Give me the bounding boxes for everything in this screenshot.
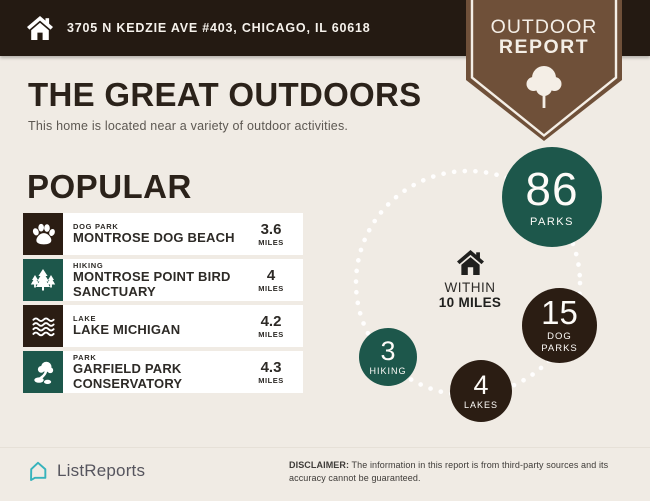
dog-parks-label: DOG PARKS [541, 330, 578, 354]
within-text: WITHIN [444, 280, 496, 295]
badge-line1: OUTDOOR [491, 16, 598, 38]
hiking-count: 3 [380, 336, 396, 366]
list-item-park[interactable]: PARK GARFIELD PARK CONSERVATORY 4.3 MILE… [23, 351, 303, 393]
property-address: 3705 N KEDZIE AVE #403, CHICAGO, IL 6061… [67, 21, 371, 35]
listreports-house-icon [30, 461, 47, 481]
badge-line2: REPORT [499, 36, 589, 58]
popular-list: DOG PARK MONTROSE DOG BEACH 3.6 MILES [23, 213, 303, 393]
disclaimer-text: DISCLAIMER: The information in this repo… [289, 460, 609, 483]
lakes-label: LAKES [463, 400, 499, 410]
item-name: MONTROSE POINT BIRD SANCTUARY [73, 268, 231, 299]
list-item-lake[interactable]: LAKE LAKE MICHIGAN 4.2 MILES [23, 305, 303, 347]
footer-divider [0, 447, 650, 448]
stat-circle-dog-parks: 15 DOG PARKS [522, 288, 597, 363]
item-unit: MILES [258, 237, 284, 247]
brand-name: ListReports [57, 460, 146, 480]
item-unit: MILES [258, 329, 284, 339]
list-item-dog-park[interactable]: DOG PARK MONTROSE DOG BEACH 3.6 MILES [23, 213, 303, 255]
hiking-label: HIKING [369, 366, 407, 376]
home-icon [27, 16, 53, 40]
tree-icon [526, 66, 562, 108]
waves-icon [23, 305, 63, 347]
park-tree-icon [23, 351, 63, 393]
paw-icon [23, 213, 63, 255]
disclaimer-label: DISCLAIMER: [289, 460, 350, 470]
radius-text: 10 MILES [438, 295, 502, 310]
list-item-hiking[interactable]: HIKING MONTROSE POINT BIRD SANCTUARY 4 M… [23, 259, 303, 301]
stat-circle-hiking: 3 HIKING [359, 328, 417, 386]
item-distance: 4 [266, 266, 276, 284]
page-subtitle: This home is located near a variety of o… [28, 119, 349, 133]
listreports-logo[interactable]: ListReports [27, 459, 145, 482]
dog-parks-count: 15 [541, 293, 578, 331]
item-category: HIKING [73, 260, 104, 270]
item-unit: MILES [258, 375, 284, 385]
page-title: THE GREAT OUTDOORS [28, 76, 422, 113]
within-radius-label: WITHIN 10 MILES [420, 250, 520, 310]
item-name: MONTROSE DOG BEACH [73, 230, 235, 246]
pine-trees-icon [23, 259, 63, 301]
parks-count: 86 [525, 163, 579, 215]
item-unit: MILES [258, 283, 284, 293]
item-name: LAKE MICHIGAN [73, 322, 181, 338]
item-category: LAKE [73, 314, 97, 324]
item-category: PARK [73, 352, 97, 362]
stat-circle-lakes: 4 LAKES [450, 360, 512, 422]
item-distance: 4.2 [260, 312, 282, 330]
lakes-count: 4 [473, 370, 489, 400]
item-name: GARFIELD PARK CONSERVATORY [73, 360, 183, 391]
item-category: DOG PARK [73, 222, 119, 232]
home-icon [456, 250, 484, 275]
item-distance: 4.3 [260, 358, 282, 376]
parks-label: PARKS [530, 216, 574, 228]
outdoor-report-badge: OUTDOOR REPORT [466, 0, 622, 141]
popular-heading: POPULAR [27, 168, 192, 205]
stat-circle-parks: 86 PARKS [502, 147, 602, 247]
item-distance: 3.6 [260, 220, 282, 238]
